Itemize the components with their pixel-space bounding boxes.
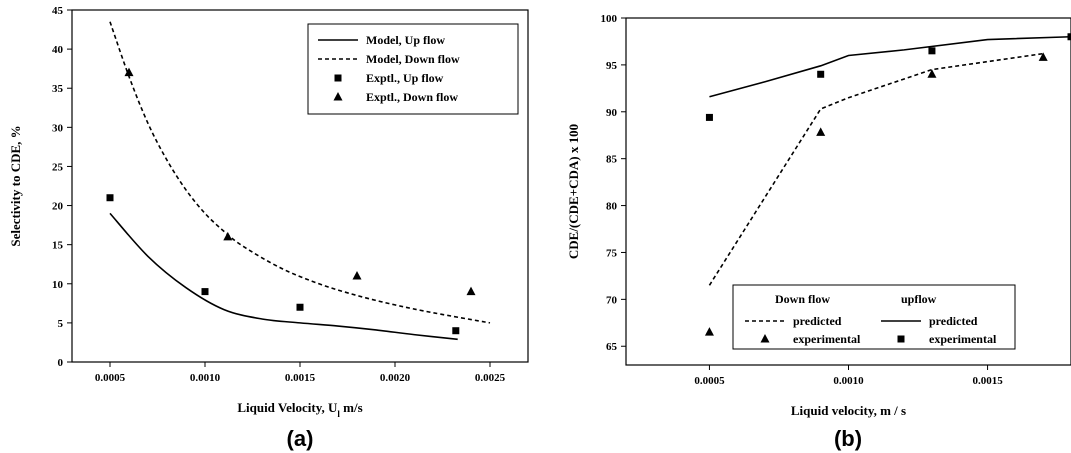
data-point	[817, 70, 825, 78]
y-axis-label: CDE/(CDE+CDA) x 100	[566, 124, 581, 259]
data-point	[223, 231, 233, 241]
x-tick-label: 0.0005	[694, 375, 725, 387]
legend-marker-sample	[760, 334, 770, 343]
series-triangle-marker-3	[124, 67, 476, 296]
y-tick-label: 5	[58, 318, 64, 330]
x-tick-label: 0.0010	[833, 375, 864, 387]
legend-header-upflow: upflow	[901, 292, 937, 306]
x-tick-label: 0.0015	[285, 372, 316, 384]
y-tick-label: 45	[52, 5, 64, 17]
data-point	[704, 327, 714, 336]
y-tick-label: 15	[52, 240, 64, 252]
legend-entry: experimental	[793, 332, 861, 346]
data-point	[466, 286, 476, 296]
legend-marker-sample	[897, 335, 905, 343]
series-line	[708, 52, 1044, 286]
data-point	[452, 327, 460, 335]
series-line	[709, 35, 1071, 98]
legend-header-down-flow: Down flow	[775, 292, 830, 306]
x-axis-label: Liquid velocity, m / s	[791, 403, 906, 418]
legend-entry: Model, Up flow	[366, 33, 445, 47]
chart-panel-b: 0.0005 0.0010 0.0015 65 70 75 80 85 90 95 100 Liqui…	[566, 13, 1071, 451]
y-tick-label: 75	[606, 247, 618, 259]
data-point	[352, 270, 362, 280]
y-tick-label: 10	[52, 279, 64, 291]
legend-box	[307, 23, 519, 115]
data-point	[201, 288, 209, 296]
series-dashed-line-1	[109, 21, 491, 324]
series-line	[109, 21, 491, 324]
series-line	[109, 212, 458, 341]
data-point	[124, 67, 134, 77]
panel-label: (b)	[834, 426, 862, 451]
series-triangle-marker-1	[704, 52, 1048, 336]
legend: Model, Up flow Model, Down flow Exptl., Up…	[307, 23, 519, 115]
data-point	[1038, 52, 1048, 61]
y-tick-label: 85	[606, 154, 618, 166]
x-tick-label: 0.0010	[190, 372, 221, 384]
x-tick-label: 0.0015	[972, 375, 1003, 387]
data-point	[927, 69, 937, 78]
x-tick-label: 0.0025	[475, 372, 506, 384]
legend-entry: Model, Down flow	[366, 52, 460, 66]
y-tick-label: 95	[606, 60, 618, 72]
data-point	[296, 303, 304, 311]
series-solid-line-0	[109, 212, 458, 341]
legend-entry: predicted	[929, 314, 978, 328]
legend: Down flow upflow predicted experimental pred…	[732, 284, 1016, 350]
y-tick-label: 20	[52, 201, 64, 213]
series-square-marker-3	[705, 33, 1071, 121]
y-tick-label: 30	[52, 122, 64, 134]
data-point	[106, 194, 114, 202]
x-axis-label-text: Liquid velocity, m / s	[791, 403, 906, 418]
y-axis-label: Selectivity to CDE, %	[8, 125, 23, 246]
y-tick-label: 25	[52, 161, 64, 173]
y-tick-label: 90	[606, 107, 618, 119]
x-tick-label: 0.0020	[380, 372, 411, 384]
data-point	[928, 47, 936, 55]
data-point	[816, 127, 826, 136]
chart-panel-a: 0.0005 0.0010 0.0015 0.0020 0.0025 0 5 10 15 20 25…	[8, 5, 529, 451]
legend-marker-sample	[333, 92, 343, 101]
legend-box	[732, 284, 1016, 350]
y-tick-label: 65	[606, 341, 618, 353]
panel-label: (a)	[287, 426, 314, 451]
x-axis-label-text: Liquid Velocity, U	[237, 400, 338, 415]
series-solid-line-2	[709, 35, 1071, 98]
x-tick-label: 0.0005	[95, 372, 126, 384]
data-point	[705, 113, 713, 121]
y-tick-label: 40	[52, 44, 64, 56]
x-axis-label: Liquid Velocity, Ul m/s	[237, 400, 362, 419]
legend-entry: experimental	[929, 332, 997, 346]
series-dashed-line-0	[708, 52, 1044, 286]
data-point	[1067, 33, 1071, 41]
x-axis-label-subscript: l	[337, 409, 340, 419]
y-tick-label: 80	[606, 201, 618, 213]
legend-entry: Exptl., Down flow	[366, 90, 458, 104]
legend-entry: predicted	[793, 314, 842, 328]
y-tick-label: 35	[52, 83, 64, 95]
legend-marker-sample	[334, 74, 342, 82]
x-axis-label-unit: m/s	[340, 400, 363, 415]
y-tick-label: 0	[58, 357, 64, 369]
legend-entry: Exptl., Up flow	[366, 71, 444, 85]
y-tick-label: 70	[606, 294, 618, 306]
y-tick-label: 100	[601, 13, 618, 25]
series-square-marker-2	[106, 194, 460, 335]
